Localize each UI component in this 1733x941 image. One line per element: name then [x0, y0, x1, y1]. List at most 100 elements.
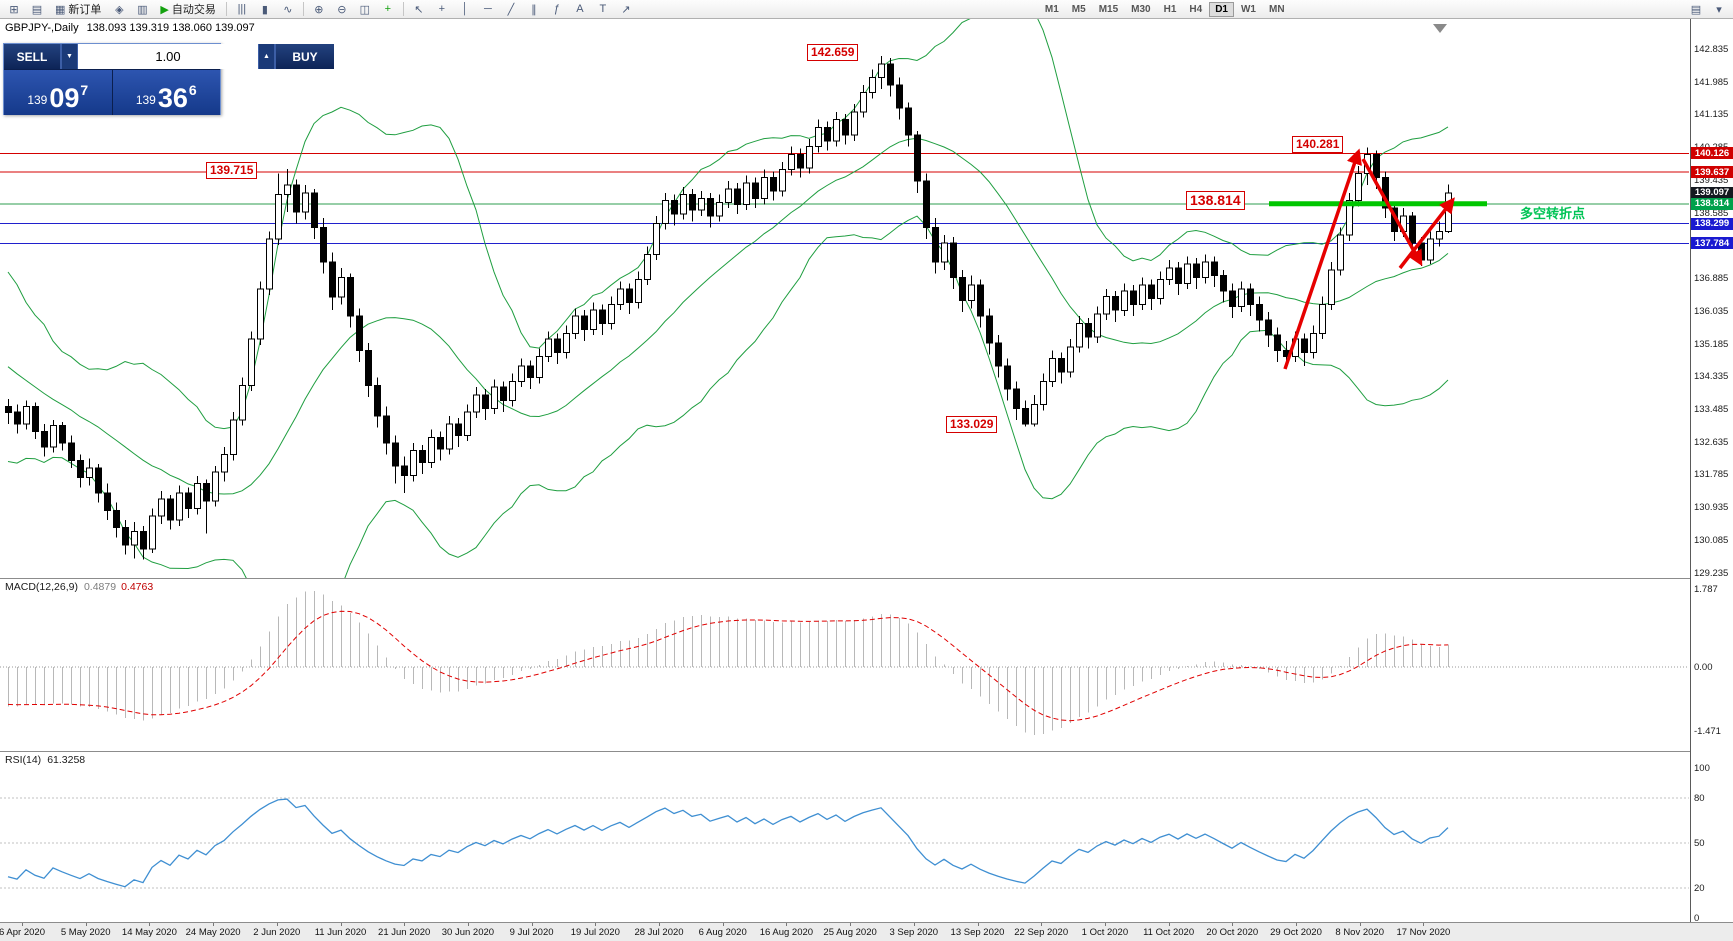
date-axis-label: 8 Nov 2020 [1335, 927, 1384, 938]
timeframe-m30-button[interactable]: M30 [1131, 3, 1151, 15]
chart-list-icon[interactable]: ▤ [1690, 3, 1702, 16]
candle [770, 171, 777, 201]
volume-input[interactable] [78, 44, 258, 69]
zoom-out-icon[interactable]: ⊖ [337, 3, 347, 16]
rsi-line [7, 798, 1449, 888]
timeframe-h4-button[interactable]: H4 [1189, 3, 1203, 15]
timeframe-d1-button[interactable]: D1 [1209, 1, 1234, 17]
date-axis-tick [850, 923, 852, 926]
price-axis-label: 129.235 [1694, 567, 1729, 579]
zoom-in-icon[interactable]: ⊕ [314, 3, 324, 16]
timeframe-mn-button[interactable]: MN [1268, 3, 1285, 15]
metaeditor-icon[interactable]: ◈ [115, 3, 124, 16]
macd-canvas[interactable] [0, 579, 1689, 751]
date-axis-label: 24 May 2020 [185, 927, 241, 938]
annotation-price-label[interactable]: 142.659 [807, 44, 859, 61]
trend-arrow[interactable] [1398, 197, 1455, 270]
candle [1085, 317, 1092, 349]
chart-shift-marker[interactable] [1433, 24, 1447, 33]
text-icon[interactable]: A [576, 3, 584, 15]
text-label-icon[interactable]: T [599, 3, 607, 15]
timeframe-m1-button[interactable]: M1 [1044, 3, 1059, 15]
main-chart-pane[interactable]: 142.659 139.715 140.281 138.814 133.029 多空转折点… [0, 19, 1690, 578]
candle [977, 279, 984, 328]
annotation-price-label[interactable]: 138.814 [1186, 191, 1245, 210]
ask-price-display[interactable]: 139 36 6 [113, 70, 221, 115]
turning-point-label[interactable]: 多空转折点 [1516, 206, 1590, 222]
price-axis[interactable]: 142.835141.985141.135140.285139.435138.5… [1690, 19, 1733, 924]
chart-profiles-icon[interactable]: ▤ [31, 3, 43, 16]
candle [842, 113, 849, 145]
candle [14, 404, 21, 434]
buy-button[interactable]: BUY [275, 44, 334, 69]
candle [1031, 394, 1038, 427]
line-chart-icon[interactable]: ∿ [283, 3, 293, 16]
bar-chart-icon[interactable]: ||| [237, 3, 247, 15]
channel-icon[interactable]: ∥ [531, 3, 537, 16]
rsi-canvas[interactable] [0, 752, 1689, 922]
candle [1139, 277, 1146, 311]
fibonacci-icon[interactable]: ƒ [553, 3, 560, 15]
annotation-price-label[interactable]: 139.715 [206, 162, 258, 179]
bid-price-display[interactable]: 139 09 7 [4, 70, 113, 115]
macd-rsi-splitter[interactable] [0, 751, 1733, 752]
cursor-icon[interactable]: ↖ [414, 3, 424, 16]
candle [194, 475, 201, 515]
candle [383, 406, 390, 455]
volume-increase-button[interactable]: ▲ [258, 44, 275, 69]
tile-windows-icon[interactable]: ◫ [359, 3, 371, 16]
candle [1121, 283, 1128, 316]
arrows-tool-icon[interactable]: ↗ [621, 3, 631, 16]
annotation-price-label[interactable]: 133.029 [946, 416, 998, 433]
timeframe-m15-button[interactable]: M15 [1098, 3, 1119, 15]
new-chart-icon[interactable]: ⊞ [9, 3, 19, 16]
date-axis-label: 21 Jun 2020 [378, 927, 431, 938]
date-axis-tick [595, 923, 597, 926]
date-axis-label: 5 May 2020 [60, 927, 111, 938]
indicators-icon[interactable]: + [384, 3, 392, 15]
candle [176, 485, 183, 526]
macd-pane[interactable]: MACD(12,26,9) 0.4879 0.4763 [0, 579, 1690, 751]
trend-arrow[interactable] [1361, 158, 1423, 267]
date-axis-tick [1104, 923, 1106, 926]
sell-button[interactable]: SELL [4, 44, 61, 69]
timeframe-m5-button[interactable]: M5 [1071, 3, 1086, 15]
date-axis-tick [722, 923, 724, 926]
chart-header: GBPJPY-,Daily 138.093 139.319 138.060 139… [5, 22, 255, 34]
crosshair-icon[interactable]: + [438, 3, 446, 15]
date-axis-label: 6 Apr 2020 [0, 927, 45, 938]
trend-arrow[interactable] [1283, 148, 1362, 370]
annotation-price-label[interactable]: 140.281 [1292, 136, 1344, 153]
candle [725, 181, 732, 209]
new-order-button[interactable]: ▦ 新订单 [49, 1, 107, 17]
date-axis-label: 29 Oct 2020 [1270, 927, 1322, 938]
autotrading-button[interactable]: ▶ 自动交易 [154, 1, 221, 17]
candle [167, 495, 174, 530]
timeframe-w1-button[interactable]: W1 [1240, 3, 1256, 15]
trendline-icon[interactable]: ╱ [507, 3, 515, 16]
candle [761, 169, 768, 205]
candle [158, 491, 165, 524]
date-axis[interactable]: 6 Apr 2020 5 May 2020 14 May 2020 24 May 20… [0, 922, 1733, 941]
date-axis-tick [149, 923, 151, 926]
candle [671, 194, 678, 226]
date-axis-label: 25 Aug 2020 [823, 927, 877, 938]
candle [1148, 279, 1155, 311]
candle [797, 148, 804, 178]
candle [320, 217, 327, 274]
candle [743, 175, 750, 211]
main-chart-canvas[interactable] [0, 19, 1689, 578]
rsi-pane[interactable]: RSI(14) 61.3258 [0, 752, 1690, 922]
horizontal-line-icon[interactable]: ─ [483, 3, 492, 15]
main-macd-splitter[interactable] [0, 578, 1733, 579]
volume-decrease-button[interactable]: ▼ [61, 44, 78, 69]
vertical-line-icon[interactable]: │ [461, 3, 469, 15]
timeframe-h1-button[interactable]: H1 [1163, 3, 1177, 15]
candlestick-chart-icon[interactable]: ▮ [261, 3, 268, 16]
more-options-icon[interactable]: ▾ [1716, 3, 1722, 16]
terminal-icon[interactable]: ▥ [137, 3, 148, 16]
date-axis-label: 11 Oct 2020 [1143, 927, 1195, 938]
symbol-period-label: GBPJPY-,Daily [5, 22, 79, 34]
candle [41, 423, 48, 457]
